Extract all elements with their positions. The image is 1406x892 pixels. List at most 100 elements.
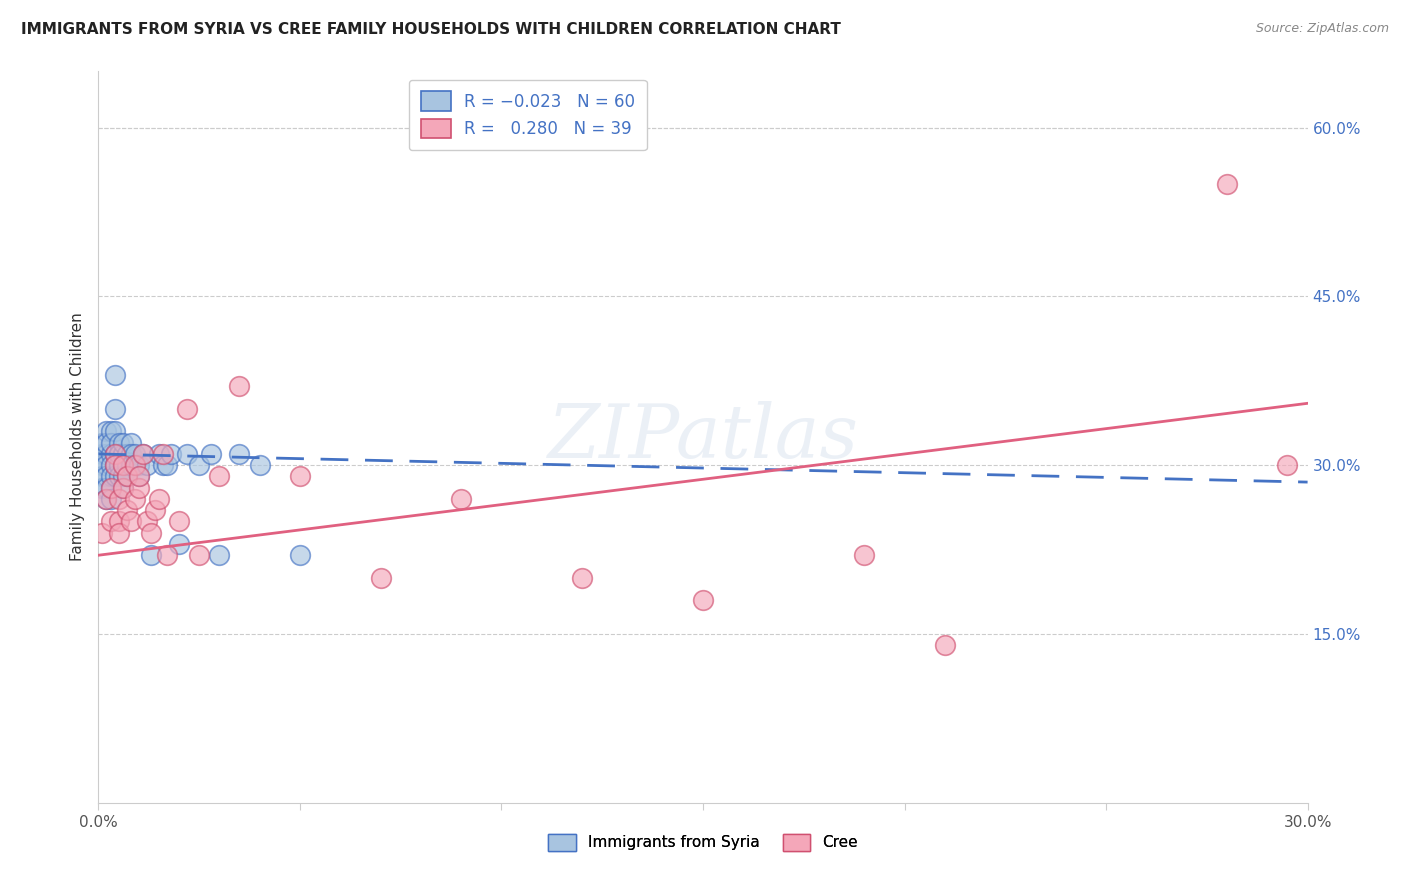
Point: [152, 458, 174, 473]
Point: [148, 447, 170, 461]
Point: [128, 469, 150, 483]
Legend: Immigrants from Syria, Cree: Immigrants from Syria, Cree: [543, 828, 863, 857]
Point: [188, 458, 211, 473]
Point: [111, 469, 134, 483]
Point: [100, 458, 122, 473]
Point: [111, 481, 134, 495]
Point: [120, 447, 142, 461]
Point: [200, 447, 222, 461]
Point: [111, 481, 134, 495]
Point: [288, 469, 311, 483]
Point: [120, 515, 142, 529]
Point: [692, 593, 714, 607]
Point: [111, 447, 134, 461]
Point: [115, 503, 138, 517]
Point: [167, 515, 190, 529]
Point: [100, 491, 122, 506]
Point: [103, 458, 125, 473]
Point: [107, 447, 129, 461]
Point: [934, 638, 956, 652]
Point: [249, 458, 271, 473]
Point: [135, 515, 157, 529]
Point: [120, 435, 142, 450]
Point: [100, 481, 122, 495]
Point: [100, 481, 122, 495]
Point: [96, 469, 118, 483]
Point: [139, 548, 162, 562]
Point: [96, 435, 118, 450]
Point: [128, 469, 150, 483]
Point: [91, 525, 114, 540]
Point: [124, 458, 146, 473]
Point: [135, 458, 157, 473]
Point: [167, 537, 190, 551]
Y-axis label: Family Households with Children: Family Households with Children: [69, 313, 84, 561]
Point: [103, 458, 125, 473]
Point: [107, 469, 129, 483]
Point: [188, 548, 211, 562]
Point: [1216, 177, 1239, 191]
Point: [139, 525, 162, 540]
Point: [115, 469, 138, 483]
Point: [450, 491, 472, 506]
Point: [111, 435, 134, 450]
Point: [156, 548, 179, 562]
Point: [96, 458, 118, 473]
Point: [1277, 458, 1299, 473]
Point: [148, 491, 170, 506]
Point: [100, 515, 122, 529]
Text: IMMIGRANTS FROM SYRIA VS CREE FAMILY HOUSEHOLDS WITH CHILDREN CORRELATION CHART: IMMIGRANTS FROM SYRIA VS CREE FAMILY HOU…: [21, 22, 841, 37]
Point: [91, 458, 114, 473]
Point: [132, 447, 155, 461]
Point: [208, 469, 231, 483]
Point: [103, 469, 125, 483]
Point: [107, 458, 129, 473]
Point: [91, 435, 114, 450]
Point: [100, 469, 122, 483]
Point: [100, 447, 122, 461]
Point: [111, 458, 134, 473]
Point: [128, 481, 150, 495]
Point: [91, 481, 114, 495]
Point: [288, 548, 311, 562]
Point: [143, 503, 166, 517]
Point: [107, 525, 129, 540]
Point: [853, 548, 876, 562]
Point: [111, 458, 134, 473]
Text: Source: ZipAtlas.com: Source: ZipAtlas.com: [1256, 22, 1389, 36]
Point: [124, 447, 146, 461]
Point: [176, 447, 198, 461]
Point: [152, 447, 174, 461]
Point: [571, 571, 593, 585]
Point: [115, 447, 138, 461]
Point: [208, 548, 231, 562]
Point: [96, 491, 118, 506]
Point: [103, 447, 125, 461]
Point: [96, 481, 118, 495]
Point: [96, 425, 118, 439]
Text: ZIPatlas: ZIPatlas: [547, 401, 859, 474]
Point: [96, 491, 118, 506]
Point: [115, 469, 138, 483]
Point: [107, 447, 129, 461]
Point: [103, 401, 125, 416]
Point: [107, 435, 129, 450]
Point: [100, 435, 122, 450]
Point: [103, 368, 125, 383]
Point: [132, 447, 155, 461]
Point: [103, 447, 125, 461]
Point: [370, 571, 392, 585]
Point: [107, 491, 129, 506]
Point: [100, 425, 122, 439]
Point: [160, 447, 183, 461]
Point: [228, 379, 250, 393]
Point: [176, 401, 198, 416]
Point: [124, 491, 146, 506]
Point: [120, 458, 142, 473]
Point: [115, 458, 138, 473]
Point: [156, 458, 179, 473]
Point: [128, 458, 150, 473]
Point: [228, 447, 250, 461]
Point: [124, 458, 146, 473]
Point: [107, 515, 129, 529]
